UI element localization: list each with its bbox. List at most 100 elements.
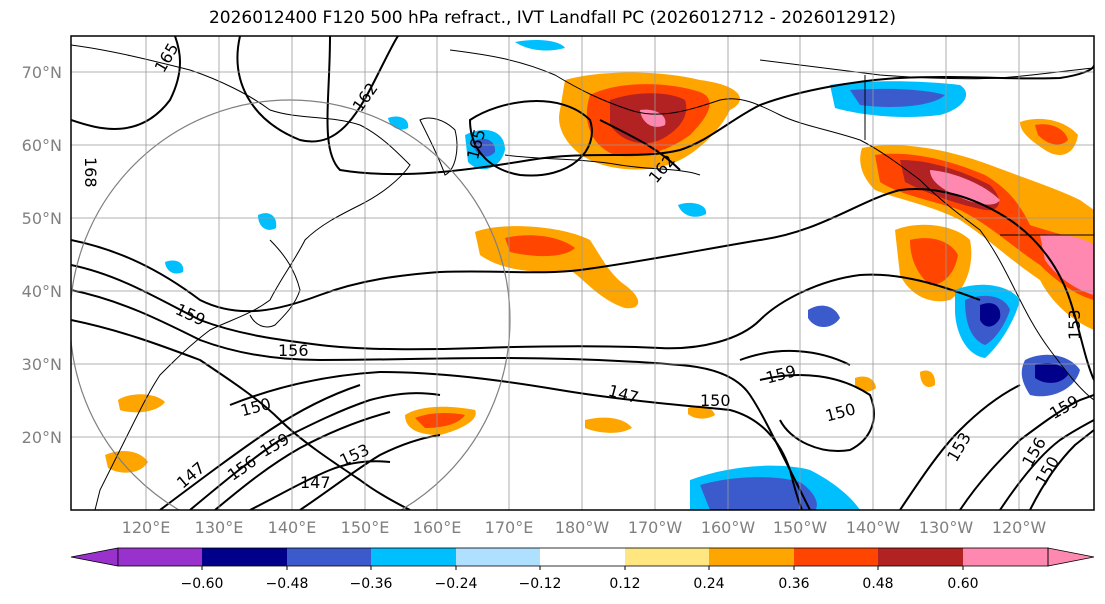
- lon-label: 120°W: [992, 518, 1047, 537]
- contour-168: [71, 36, 181, 130]
- shade-sm-pos4: [920, 370, 936, 388]
- contour-147-lower: [249, 460, 391, 510]
- contour-159-a: [71, 188, 1071, 313]
- contour-156: [71, 264, 981, 351]
- map-border: [70, 35, 1095, 511]
- longitude-axis: 120°E 130°E 140°E 150°E 160°E 170°E 180°…: [122, 518, 1047, 537]
- contour-150-east: [759, 374, 875, 452]
- lon-label: 130°E: [195, 518, 244, 537]
- border-us-canada: [864, 75, 1094, 236]
- colorbar-outline: [117, 547, 1049, 567]
- contour-label: 153: [1065, 309, 1084, 340]
- colorbar-segment: [794, 548, 878, 566]
- contour-label: 150: [700, 391, 731, 410]
- shade-china-pos: [105, 450, 148, 473]
- contour-label: 147: [300, 473, 331, 492]
- lat-label: 50°N: [22, 209, 62, 228]
- colorbar-segment: [878, 548, 963, 566]
- colorbar-tick-label: −0.36: [350, 576, 393, 592]
- contour-153: [71, 289, 811, 510]
- contour-159-se: [999, 419, 1094, 510]
- coast-alaska: [449, 49, 1094, 401]
- colorbar-segment: [540, 548, 625, 566]
- coast-japan: [249, 239, 301, 328]
- coast-aleutians: [504, 154, 701, 176]
- shade-mid-neg: [808, 305, 840, 327]
- shade-wa-pink: [1040, 234, 1094, 295]
- shade-far-ne-core: [1035, 363, 1068, 383]
- contour-159-east: [739, 350, 851, 366]
- gridlines: [71, 36, 1094, 510]
- colorbar-segment: [709, 548, 794, 566]
- contour-label: 156: [278, 341, 309, 360]
- lon-label: 120°E: [122, 518, 171, 537]
- shade-sm-neg5-core: [1035, 124, 1068, 145]
- lat-label: 60°N: [22, 136, 62, 155]
- colorbar-extend-high: [1047, 547, 1095, 567]
- shade-sm-neg1: [258, 213, 277, 230]
- lon-label: 170°W: [628, 518, 683, 537]
- latitude-axis: 70°N 60°N 50°N 40°N 30°N 20°N: [22, 63, 62, 447]
- lon-label: 180°W: [555, 518, 610, 537]
- colorbar-tick-label: 0.48: [862, 576, 893, 592]
- coast-canada-north: [759, 59, 1094, 80]
- lat-label: 40°N: [22, 282, 62, 301]
- colorbar-tick-label: −0.48: [266, 576, 309, 592]
- shade-sm-neg2: [678, 202, 707, 217]
- lon-label: 160°E: [413, 518, 462, 537]
- colorbar-extend-low: [70, 547, 119, 567]
- colorbar-tick-label: −0.12: [519, 576, 562, 592]
- reference-circle: [71, 99, 511, 510]
- shade-bc-pink: [930, 170, 1000, 205]
- contour-162: [326, 36, 1094, 176]
- contour-156-s: [189, 392, 441, 510]
- colorbar-segment: [202, 548, 287, 566]
- shade-ne-neg-core: [980, 303, 1001, 327]
- shade-bering-neg-core: [472, 138, 496, 157]
- shade-sm-pos1: [585, 417, 632, 433]
- lon-label: 150°E: [341, 518, 390, 537]
- contour-150-se: [1029, 429, 1094, 510]
- lon-label: 140°W: [846, 518, 901, 537]
- shade-sm-pos3: [855, 376, 876, 392]
- colorbar: [70, 547, 1095, 570]
- colorbar-tick-label: 0.12: [609, 576, 640, 592]
- contour-label: 168: [81, 157, 100, 188]
- colorbar-segment: [456, 548, 540, 566]
- colorbar-tick-label: 0.24: [693, 576, 724, 592]
- coast-kamchatka: [419, 117, 458, 176]
- shade-arctic-neg-core: [850, 88, 945, 107]
- colorbar-tick-label: −0.60: [181, 576, 224, 592]
- colorbar-segment: [371, 548, 456, 566]
- colorbar-tick-label: −0.24: [435, 576, 478, 592]
- map-title: 2026012400 F120 500 hPa refract., IVT La…: [208, 8, 896, 28]
- contour-147-s: [159, 384, 361, 510]
- contours: [71, 36, 1094, 510]
- shade-midpac-core: [505, 235, 575, 257]
- lon-label: 140°E: [268, 518, 317, 537]
- colorbar-tick-label: 0.36: [778, 576, 809, 592]
- contour-153-ne: [1069, 299, 1094, 381]
- contour-156-east: [959, 394, 1094, 510]
- contour-159-s: [214, 411, 391, 510]
- lon-label: 150°W: [773, 518, 828, 537]
- contour-165-west: [236, 36, 399, 143]
- lat-label: 20°N: [22, 428, 62, 447]
- colorbar-labels: −0.60 −0.48 −0.36 −0.24 −0.12 0.12 0.24 …: [181, 576, 979, 592]
- contour-153-east: [899, 384, 1021, 510]
- contour-147: [229, 370, 803, 510]
- lat-label: 70°N: [22, 63, 62, 82]
- colorbar-tick-label: 0.60: [947, 576, 978, 592]
- coastlines: [71, 44, 1094, 510]
- lon-label: 170°E: [485, 518, 534, 537]
- coast-asia: [71, 44, 411, 510]
- shade-japan-pos: [118, 394, 165, 413]
- colorbar-segment: [287, 548, 371, 566]
- colorbar-segment: [625, 548, 709, 566]
- colorbar-segment: [963, 548, 1048, 566]
- colorbar-segment: [118, 548, 202, 566]
- shade-south-neg-core: [700, 477, 817, 510]
- shade-sm-neg4: [165, 260, 184, 274]
- lat-label: 30°N: [22, 355, 62, 374]
